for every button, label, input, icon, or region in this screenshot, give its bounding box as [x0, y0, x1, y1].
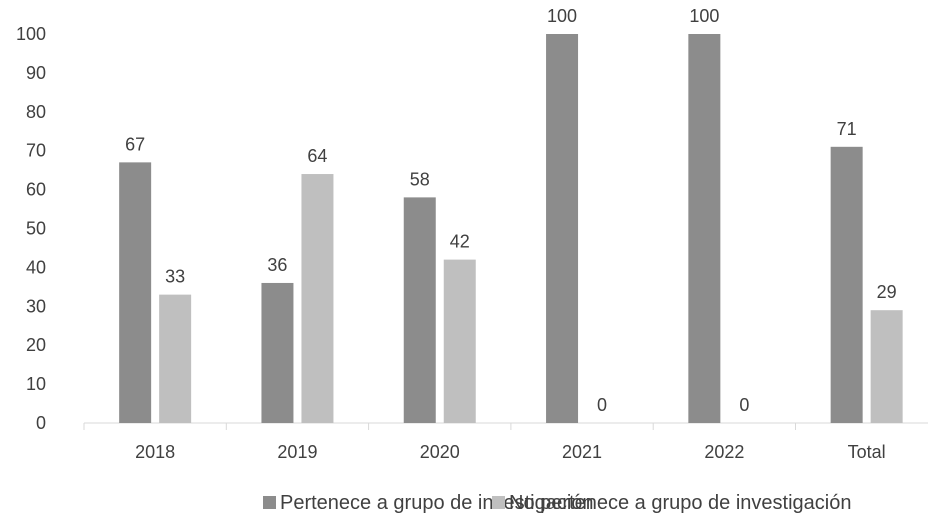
y-tick-label: 80 [26, 102, 46, 122]
x-tick-label: 2018 [135, 442, 175, 462]
data-label-series-2-2018: 33 [165, 267, 185, 287]
bars [119, 34, 903, 423]
bar-series-2-2019 [301, 174, 334, 423]
data-label-series-2-total: 29 [877, 282, 897, 302]
data-label-series-2-2020: 42 [450, 232, 470, 252]
y-tick-label: 40 [26, 257, 46, 277]
x-tick-label: 2022 [704, 442, 744, 462]
data-label-series-1-2019: 36 [267, 255, 287, 275]
y-tick-label: 70 [26, 141, 46, 161]
data-label-series-2-2019: 64 [307, 146, 327, 166]
x-tick-label: 2020 [420, 442, 460, 462]
x-tick-label: Total [848, 442, 886, 462]
bar-series-1-2018 [119, 162, 152, 423]
legend: Pertenece a grupo de investigación No pe… [263, 492, 851, 514]
bar-series-1-total [830, 146, 863, 423]
y-tick-label: 0 [36, 413, 46, 433]
legend-swatch-series-1 [263, 496, 276, 509]
data-labels: 67 33 36 64 58 42 100 0 100 0 71 29 [125, 6, 897, 415]
legend-label-series-1: Pertenece a grupo de investigación [280, 492, 594, 514]
data-label-series-1-2020: 58 [410, 169, 430, 189]
bar-series-1-2019 [261, 282, 294, 423]
bar-series-2-total [870, 310, 903, 423]
x-tick-label: 2021 [562, 442, 602, 462]
y-tick-label: 30 [26, 296, 46, 316]
data-label-series-2-2022: 0 [739, 395, 749, 415]
legend-swatch-series-2 [492, 496, 505, 509]
y-tick-label: 90 [26, 63, 46, 83]
y-tick-label: 60 [26, 180, 46, 200]
bar-series-1-2020 [403, 197, 436, 423]
bar-series-1-2022 [688, 34, 721, 423]
data-label-series-2-2021: 0 [597, 395, 607, 415]
bar-series-1-2021 [546, 34, 579, 423]
data-label-series-1-2022: 100 [689, 6, 719, 26]
bar-series-2-2020 [443, 259, 476, 423]
y-axis: 0 10 20 30 40 50 60 70 80 90 100 [16, 24, 46, 433]
data-label-series-1-2018: 67 [125, 134, 145, 154]
bar-series-2-2018 [159, 294, 192, 423]
y-tick-label: 50 [26, 219, 46, 239]
legend-label-series-2: No pertenece a grupo de investigación [509, 492, 851, 514]
data-label-series-1-2021: 100 [547, 6, 577, 26]
y-tick-label: 20 [26, 335, 46, 355]
data-label-series-1-total: 71 [837, 119, 857, 139]
x-tick-label: 2019 [277, 442, 317, 462]
y-tick-label: 10 [26, 374, 46, 394]
y-tick-label: 100 [16, 24, 46, 44]
x-axis: 2018 2019 2020 2021 2022 Total [83, 422, 928, 462]
